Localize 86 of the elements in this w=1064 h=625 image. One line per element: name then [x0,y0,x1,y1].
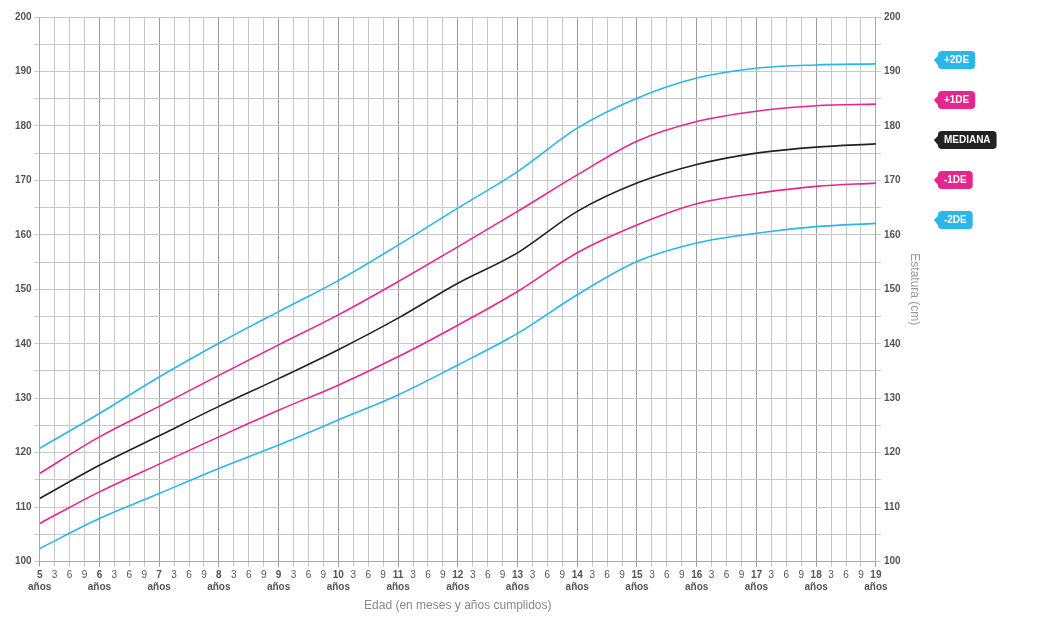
y2-axis-title: Estatura (cm) [908,253,923,326]
y-tick-label: 190 [15,65,33,77]
x-tick-label: 9 [559,569,566,581]
x-tick-label: 6 [843,569,850,581]
y-tick-label: 180 [15,119,33,131]
y-tick-label: 150 [15,283,33,295]
x-tick-label: 5 años [28,569,52,593]
x-tick-label: 10 años [326,569,351,593]
x-tick-label: 6 [245,569,252,581]
x-tick-label: 9 [858,569,865,581]
x-tick-label: 7 años [147,569,172,593]
x-tick-label: 15 años [625,569,650,593]
x-tick-label: 18 años [804,569,829,593]
x-axis-title: Edad (en meses y años cumplidos) [364,598,552,613]
x-tick-label: 3 [290,569,297,581]
x-tick-label: 3 [828,569,835,581]
x-tick-label: 6 [365,569,372,581]
x-tick-label: 9 años [266,569,291,593]
x-tick-label: 9 [679,569,686,581]
x-tick-label: 6 años [87,569,112,593]
text: +2DE [943,54,970,66]
x-tick-label: 9 [201,569,208,581]
text: +1DE [943,94,970,106]
x-tick-label: 6 [783,569,790,581]
text: MEDIANA [943,134,991,146]
x-tick-label: 3 [708,569,715,581]
x-tick-label: 3 [649,569,656,581]
y2-tick-label: 170 [883,174,902,186]
x-tick-label: 3 [410,569,417,581]
x-tick-label: 6 [66,569,73,581]
x-tick-label: 9 [440,569,447,581]
x-tick-label: 9 [499,569,506,581]
x-tick-label: 11 años [386,569,411,593]
x-tick-label: 6 [186,569,193,581]
y-tick-label: 100 [15,555,33,567]
x-tick-label: 3 [589,569,596,581]
y2-tick-label: 110 [883,500,901,512]
x-tick-label: 3 [171,569,178,581]
y2-tick-label: 160 [883,228,902,240]
x-tick-label: 3 [51,569,58,581]
x-tick-label: 6 [305,569,312,581]
y2-tick-label: 140 [883,337,902,349]
y-tick-label: 120 [15,446,33,458]
y2-tick-label: 100 [883,555,902,567]
x-tick-label: 12 años [446,569,470,593]
x-tick-label: 9 [320,569,327,581]
x-tick-label: 14 años [565,569,590,593]
x-tick-label: 6 [544,569,551,581]
y2-tick-label: 190 [883,65,902,77]
x-tick-label: 3 [350,569,357,581]
x-tick-label: 9 [81,569,88,581]
x-tick-label: 9 [798,569,805,581]
x-tick-label: 6 [484,569,491,581]
x-tick-label: 3 [768,569,775,581]
x-tick-label: 19 años [864,569,889,593]
y-tick-label: 140 [15,337,33,349]
x-tick-label: 6 [126,569,133,581]
x-tick-label: 9 [619,569,626,581]
x-tick-label: 6 [604,569,611,581]
y-tick-label: 110 [15,500,33,512]
x-tick-label: 9 [141,569,148,581]
x-tick-label: 3 [469,569,476,581]
x-tick-label: 16 años [685,569,709,593]
x-tick-label: 6 [664,569,671,581]
x-tick-label: 17 años [744,569,769,593]
x-tick-label: 6 [425,569,432,581]
text: -1DE [943,174,968,186]
x-tick-label: 3 [111,569,118,581]
x-tick-label: 9 [738,569,745,581]
y2-tick-label: 120 [883,446,902,458]
y-tick-label: 170 [15,174,33,186]
y2-tick-label: 200 [883,10,902,22]
y2-tick-label: 180 [883,119,902,131]
x-tick-label: 3 [231,569,238,581]
x-tick-label: 8 años [207,569,231,593]
x-tick-label: 3 [529,569,536,581]
x-tick-label: 9 [380,569,387,581]
x-tick-label: 13 años [505,569,530,593]
y-tick-label: 130 [15,391,33,403]
y-tick-label: 160 [15,228,33,240]
text: -2DE [943,214,968,226]
x-tick-label: 9 [260,569,267,581]
x-tick-label: 6 [723,569,730,581]
y2-tick-label: 150 [883,283,902,295]
y2-tick-label: 130 [883,391,902,403]
y-tick-label: 200 [15,10,33,22]
